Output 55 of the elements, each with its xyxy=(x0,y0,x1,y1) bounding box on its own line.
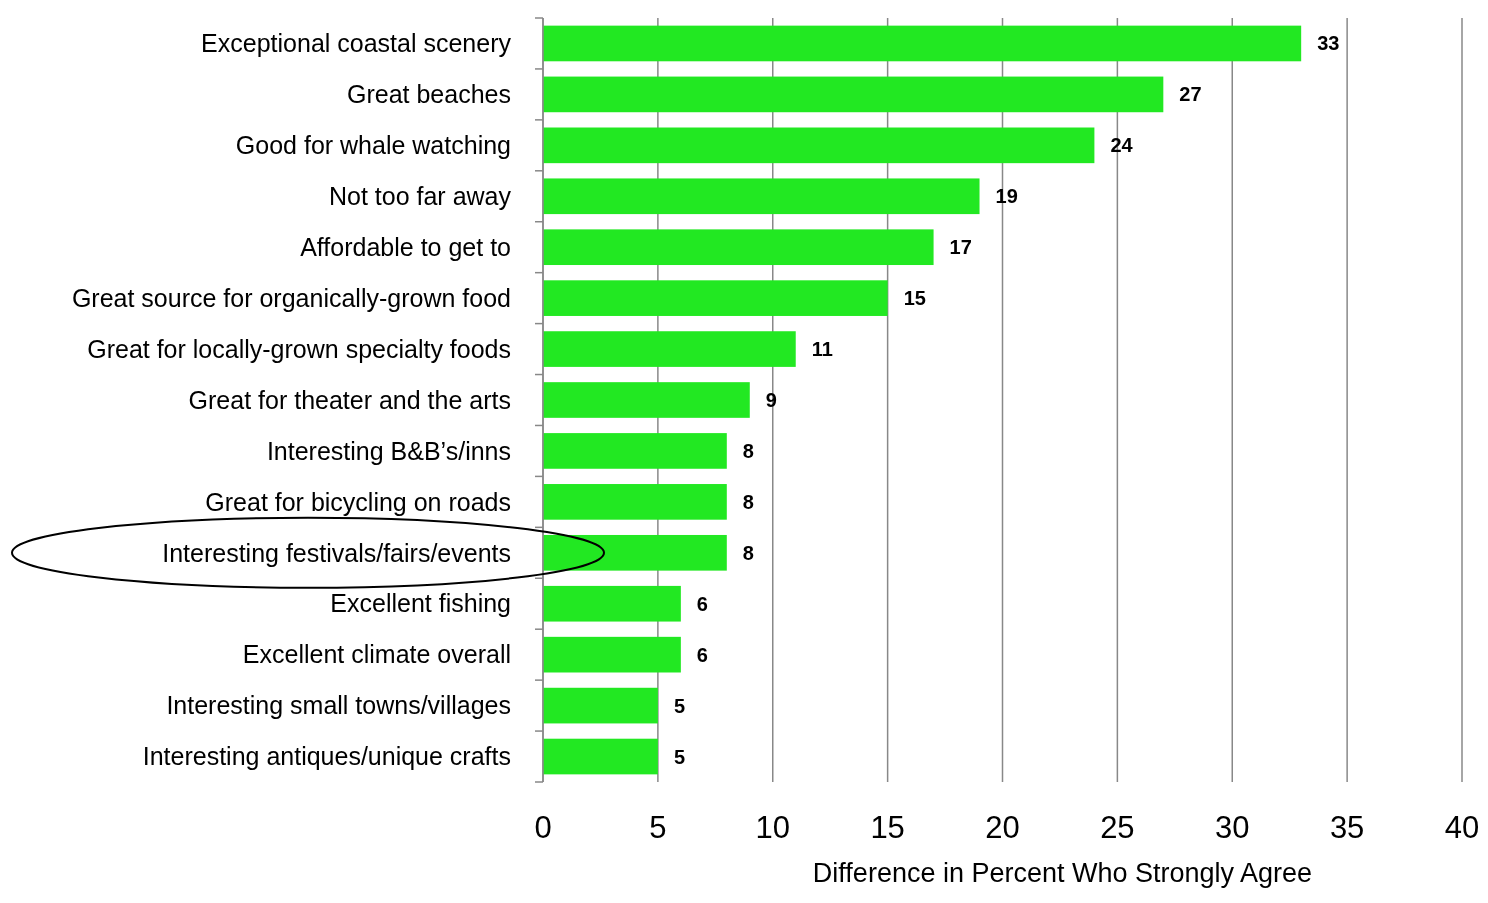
bar xyxy=(543,484,727,520)
bar xyxy=(543,127,1095,164)
bar xyxy=(543,738,658,775)
data-label: 5 xyxy=(673,694,685,717)
data-label: 8 xyxy=(742,490,754,513)
data-label: 33 xyxy=(1317,32,1340,55)
x-tick-label: 15 xyxy=(870,810,905,845)
data-label: 5 xyxy=(673,745,685,768)
x-tick-label: 30 xyxy=(1215,810,1250,845)
bar xyxy=(543,25,1302,62)
x-tick-label: 20 xyxy=(985,810,1020,845)
x-tick-label: 0 xyxy=(534,810,552,845)
y-tick-label: Excellent climate overall xyxy=(242,640,511,669)
bar xyxy=(543,433,727,469)
data-label: 19 xyxy=(995,185,1018,208)
y-tick-label: Exceptional coastal scenery xyxy=(201,29,512,58)
data-label: 6 xyxy=(696,643,708,666)
bar xyxy=(543,382,750,418)
bar xyxy=(543,687,658,724)
data-label: 8 xyxy=(742,541,754,564)
bar xyxy=(543,331,796,367)
x-axis-title: Difference in Percent Who Strongly Agree xyxy=(812,858,1313,888)
bar xyxy=(543,636,681,673)
data-label: 8 xyxy=(742,439,754,462)
bar xyxy=(543,229,934,266)
x-tick-label: 40 xyxy=(1444,810,1480,845)
data-label: 11 xyxy=(811,338,833,361)
y-tick-label: Great for locally-grown specialty foods xyxy=(87,334,511,363)
y-tick-label: Good for whale watching xyxy=(235,131,511,160)
bar xyxy=(543,534,727,571)
x-tick-label: 5 xyxy=(649,810,667,845)
x-tick-label: 10 xyxy=(755,810,790,845)
data-label: 9 xyxy=(765,389,777,411)
bar xyxy=(543,585,681,622)
data-label: 27 xyxy=(1179,83,1202,106)
y-tick-label: Great for theater and the arts xyxy=(188,385,511,414)
y-tick-label: Not too far away xyxy=(328,182,512,211)
data-label: 24 xyxy=(1110,134,1134,157)
x-tick-label: 35 xyxy=(1329,810,1365,845)
y-tick-label: Affordable to get to xyxy=(300,232,511,261)
y-tick-label: Great source for organically-grown food xyxy=(71,283,511,312)
y-tick-label: Interesting B&B’s/inns xyxy=(266,436,511,465)
y-tick-label: Interesting small towns/villages xyxy=(166,691,511,720)
y-tick-label: Interesting festivals/fairs/events xyxy=(162,538,511,567)
bar xyxy=(543,178,980,215)
data-label: 6 xyxy=(696,592,708,615)
y-tick-label: Excellent fishing xyxy=(330,589,511,618)
data-label: 17 xyxy=(949,236,972,259)
bar xyxy=(543,280,888,316)
bar xyxy=(543,76,1164,113)
y-tick-label: Great beaches xyxy=(347,80,511,109)
y-tick-label: Interesting antiques/unique crafts xyxy=(142,742,511,771)
data-label: 15 xyxy=(903,287,926,310)
y-tick-label: Great for bicycling on roads xyxy=(205,487,511,516)
x-tick-label: 25 xyxy=(1100,810,1135,845)
